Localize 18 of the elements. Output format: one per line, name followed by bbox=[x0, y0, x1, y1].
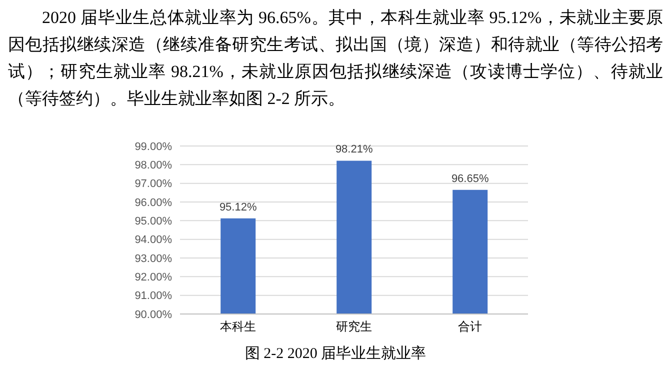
x-tick-label: 本科生 bbox=[220, 320, 256, 334]
y-tick-label: 94.00% bbox=[134, 234, 172, 246]
y-tick-label: 95.00% bbox=[134, 216, 172, 228]
y-tick-label: 93.00% bbox=[134, 252, 172, 265]
data-label: 98.21% bbox=[335, 144, 373, 156]
x-tick-label: 研究生 bbox=[336, 320, 372, 334]
y-tick-label: 99.00% bbox=[134, 140, 172, 153]
data-label: 96.65% bbox=[451, 172, 489, 185]
x-tick-label: 合计 bbox=[458, 320, 482, 334]
y-tick-label: 97.00% bbox=[134, 178, 172, 190]
y-tick-label: 98.00% bbox=[134, 160, 172, 172]
text: 2020 届毕业生总体就业率为 96.65%。其中，本科生就业率 95.12%，未就业主要原因包括拟继续深造（继续准备研究生考试、拟出国（境）深造）和待就业（等待公招考试）；研究生就业率 98.21%，未就业原因包括拟继续深造（攻读博士学位）、待就业（等待签约）。毕业生就业率如图 2-2 所示。 bbox=[8, 7, 663, 110]
data-label: 95.12% bbox=[219, 201, 257, 214]
y-tick-label: 92.00% bbox=[134, 272, 172, 284]
y-tick-label: 90.00% bbox=[134, 308, 172, 321]
y-tick-label: 91.00% bbox=[134, 290, 172, 302]
y-tick-label: 96.00% bbox=[134, 196, 172, 209]
text: 图 2-2 2020 届毕业生就业率 bbox=[244, 344, 428, 363]
